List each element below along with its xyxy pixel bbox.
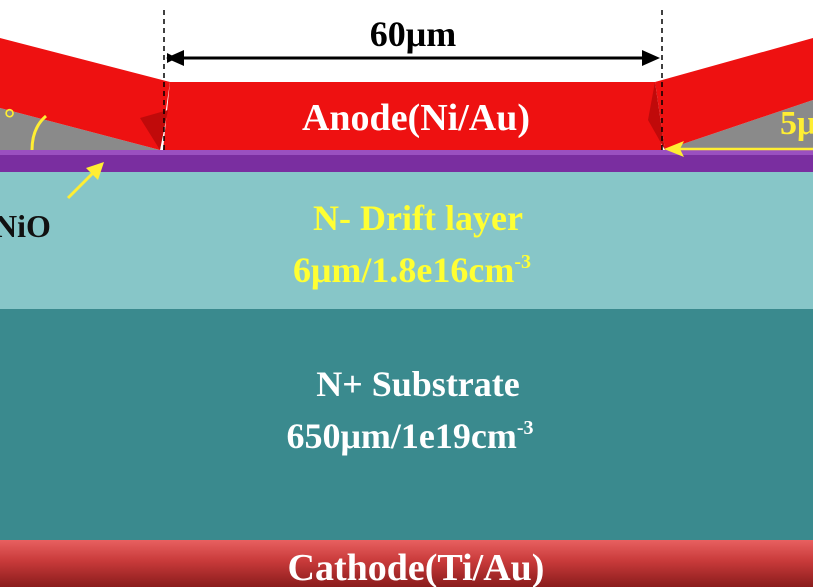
- right-label-fragment: 5μ: [780, 105, 813, 142]
- cathode-layer: [0, 540, 813, 587]
- nio-label: NiO: [0, 208, 51, 244]
- anode-label: Anode(Ni/Au): [302, 97, 530, 139]
- right-pointer-arrowhead: [664, 141, 684, 157]
- substrate-name: N+ Substrate: [316, 364, 520, 404]
- substrate-spec-main: 650μm/1e19cm: [286, 416, 516, 456]
- right-anode-arm: [655, 38, 813, 150]
- cathode-label: Cathode(Ti/Au): [288, 547, 545, 587]
- dimension-label: 60μm: [370, 14, 456, 54]
- dimension-arrow-right-head: [642, 50, 660, 66]
- angle-label-fragment: °: [4, 104, 15, 135]
- drift-layer: [0, 172, 813, 309]
- nio-layer: [0, 150, 813, 172]
- drift-layer-spec-main: 6μm/1.8e16cm: [293, 250, 514, 290]
- dimension-arrow-left-head: [166, 50, 184, 66]
- left-dielectric-wedge: [0, 108, 160, 152]
- drift-layer-spec: 6μm/1.8e16cm-3: [293, 250, 531, 290]
- left-anode-arm-shade: [140, 110, 168, 150]
- nio-pointer-arrowhead: [86, 162, 104, 180]
- drift-layer-name: N- Drift layer: [313, 198, 523, 238]
- left-anode-arm: [0, 38, 170, 150]
- angle-arc: [30, 114, 48, 151]
- substrate-spec-exponent: -3: [517, 417, 534, 439]
- substrate-spec: 650μm/1e19cm-3: [286, 416, 533, 456]
- nio-layer-highlight: [0, 150, 813, 155]
- anode-block: [163, 82, 662, 150]
- substrate-layer: [0, 308, 813, 540]
- right-anode-arm-shade: [648, 82, 665, 150]
- drift-layer-spec-exponent: -3: [514, 251, 531, 273]
- right-dielectric-wedge: [665, 100, 813, 152]
